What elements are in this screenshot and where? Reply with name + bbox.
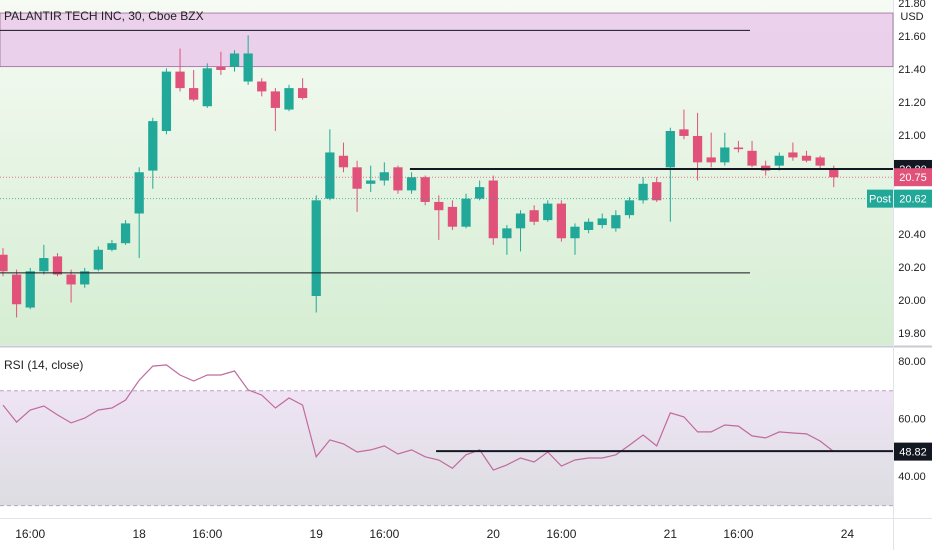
candle-body (679, 129, 689, 136)
rsi-band (0, 390, 893, 506)
candle-body (543, 203, 553, 221)
candle-body (829, 168, 839, 178)
x-tick-label: 21 (664, 527, 678, 541)
candle-body (25, 271, 35, 308)
candle-body (652, 182, 662, 201)
session-tag (867, 189, 893, 208)
y-tick-label: 80.00 (898, 356, 926, 368)
candle-body (11, 274, 22, 305)
candle-body (93, 249, 103, 270)
x-tick-label: 24 (841, 527, 855, 541)
candle-body (39, 258, 49, 272)
candle-body (325, 152, 335, 199)
candle-body (529, 210, 539, 222)
chart-title: PALANTIR TECH INC, 30, Cboe BZX (4, 9, 204, 23)
candle-body (801, 155, 812, 161)
candle-body (216, 66, 226, 70)
candle-body (0, 254, 8, 272)
candle-body (733, 147, 744, 150)
price-tag-label: 20.75 (899, 172, 927, 184)
candle-body (706, 157, 716, 163)
y-tick-label: 60.00 (898, 413, 926, 425)
y-tick-label: 21.00 (898, 130, 926, 142)
candle-body (720, 147, 730, 163)
x-tick-label: 16:00 (15, 527, 45, 541)
candle-body (229, 53, 240, 67)
x-tick-label: 16:00 (192, 527, 222, 541)
candle-body (366, 180, 376, 184)
candle-body (80, 271, 90, 285)
candle-body (747, 150, 757, 166)
last-value-tag (894, 442, 932, 461)
candle-body (243, 53, 253, 82)
y-unit: USD (900, 11, 923, 23)
candle-body (815, 157, 825, 166)
candle-body (665, 131, 675, 168)
y-tick-label: 21.40 (898, 64, 926, 76)
x-tick-label: 18 (133, 527, 147, 541)
x-tick-label: 19 (310, 527, 324, 541)
candle-body (406, 177, 417, 191)
price-tag (894, 189, 932, 208)
candle-body (583, 221, 594, 230)
candle-body (597, 218, 607, 226)
candle-body (502, 228, 512, 239)
candle-body (202, 68, 212, 107)
x-tick-label: 16:00 (546, 527, 576, 541)
candle-body (107, 243, 117, 250)
y-tick-label: 21.80 (898, 0, 926, 10)
candle-body (611, 215, 621, 229)
candle-body (338, 155, 349, 168)
y-tick-label: 21.20 (898, 97, 926, 109)
candle-body (134, 172, 144, 214)
candle-body (692, 135, 703, 163)
rsi-title: RSI (14, close) (4, 358, 83, 372)
candle-body (461, 198, 471, 227)
y-tick-label: 20.20 (898, 262, 926, 274)
candle-body (257, 81, 267, 92)
candle-body (788, 152, 798, 158)
y-tick-label: 20.40 (898, 229, 926, 241)
y-tick-label: 20.00 (898, 295, 926, 307)
session-tag-label: Post (869, 194, 891, 206)
candle-body (774, 155, 784, 166)
candle-body (311, 200, 321, 296)
y-tick-label: 40.00 (898, 471, 926, 483)
candle-body (52, 256, 63, 275)
candle-body (148, 121, 158, 171)
candle-body (556, 203, 567, 239)
candle-body (515, 213, 526, 229)
candle-body (570, 226, 580, 239)
x-tick-label: 16:00 (723, 527, 753, 541)
rsi-line (2, 364, 835, 471)
candle-body (420, 177, 430, 202)
y-tick-label: 21.60 (898, 31, 926, 43)
candle-body (475, 187, 485, 199)
candle-body (175, 71, 185, 89)
zone (0, 12, 894, 68)
candle-body (270, 91, 281, 108)
candle-body (120, 223, 131, 244)
candle-body (638, 183, 648, 201)
candle-body (189, 88, 199, 100)
x-tick-label: 16:00 (369, 527, 399, 541)
candle-body (447, 206, 458, 227)
candle-body (488, 180, 498, 239)
price-tag (894, 168, 932, 187)
candle-body (284, 88, 294, 110)
last-value-label: 48.82 (899, 447, 927, 459)
candle-body (66, 274, 76, 285)
candle-body (624, 200, 635, 216)
y-tick-label: 19.80 (898, 328, 926, 340)
candle-body (393, 167, 403, 191)
price-tag-label: 20.62 (899, 194, 927, 206)
candle-body (297, 88, 308, 99)
candle-body (161, 71, 172, 132)
x-tick-label: 20 (487, 527, 501, 541)
candle-body (434, 201, 444, 211)
candle-body (352, 167, 362, 189)
candle-body (379, 172, 389, 181)
